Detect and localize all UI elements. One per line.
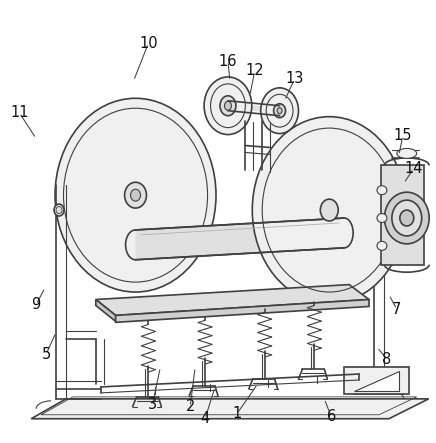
Text: 12: 12	[245, 63, 264, 78]
Polygon shape	[354, 371, 399, 391]
Ellipse shape	[54, 204, 64, 216]
Text: 1: 1	[232, 406, 242, 421]
Ellipse shape	[125, 182, 146, 208]
Polygon shape	[344, 367, 409, 394]
Polygon shape	[96, 284, 369, 315]
Text: 2: 2	[185, 399, 195, 414]
Ellipse shape	[400, 210, 414, 226]
Ellipse shape	[377, 186, 387, 194]
Polygon shape	[381, 165, 424, 265]
Ellipse shape	[204, 77, 252, 135]
Ellipse shape	[377, 214, 387, 222]
Ellipse shape	[277, 108, 282, 114]
Text: 16: 16	[219, 54, 237, 69]
Ellipse shape	[261, 88, 299, 133]
Text: 9: 9	[31, 297, 41, 312]
Ellipse shape	[392, 200, 422, 236]
Text: 6: 6	[327, 409, 336, 424]
Ellipse shape	[397, 148, 417, 159]
Ellipse shape	[225, 101, 232, 110]
Text: 8: 8	[382, 352, 392, 367]
Text: 5: 5	[41, 347, 51, 361]
Ellipse shape	[55, 98, 216, 292]
Text: 10: 10	[139, 35, 158, 51]
Ellipse shape	[252, 117, 406, 303]
Text: 3: 3	[148, 397, 157, 412]
Polygon shape	[96, 299, 116, 321]
Ellipse shape	[385, 192, 429, 244]
Text: 13: 13	[285, 71, 304, 86]
Text: 15: 15	[394, 128, 412, 143]
Ellipse shape	[320, 199, 338, 221]
Text: 7: 7	[392, 302, 402, 317]
Ellipse shape	[377, 241, 387, 250]
Ellipse shape	[220, 96, 236, 116]
Polygon shape	[136, 218, 344, 260]
Text: 14: 14	[405, 161, 423, 176]
Polygon shape	[31, 399, 429, 419]
Polygon shape	[116, 299, 369, 323]
Ellipse shape	[274, 104, 286, 118]
Text: 4: 4	[201, 411, 210, 426]
Text: 11: 11	[10, 105, 28, 120]
Ellipse shape	[130, 189, 140, 201]
